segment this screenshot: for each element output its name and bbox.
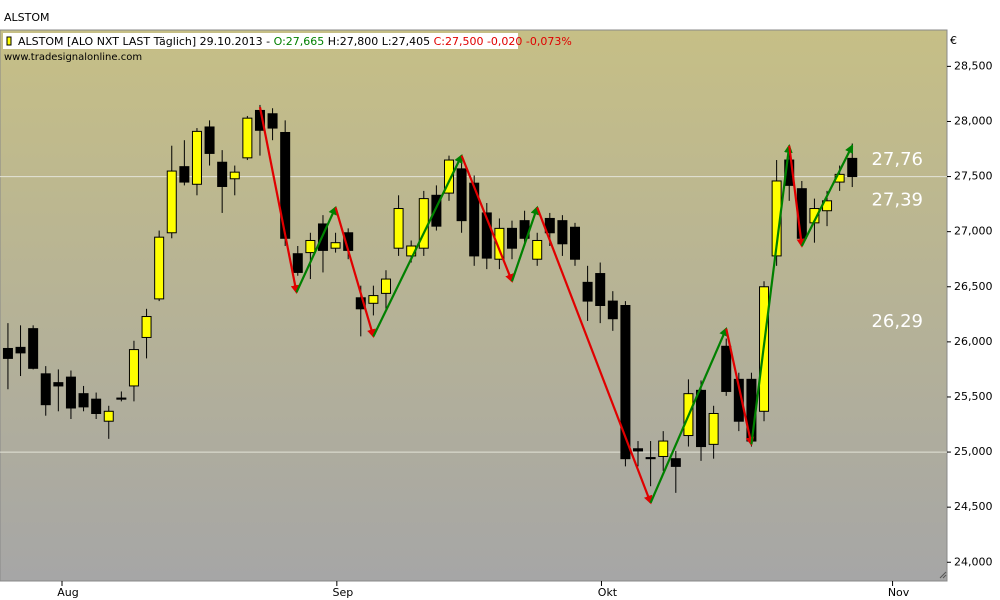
candle-body (15, 346, 26, 354)
zigzag-segment (258, 106, 300, 295)
candle-body (708, 412, 719, 445)
legend-box (3, 33, 518, 49)
candle-body (506, 227, 517, 249)
candle-body (633, 448, 644, 452)
candle-body (141, 316, 152, 338)
zigzag-segment (295, 205, 337, 293)
candle-body (368, 295, 379, 304)
candle-body (128, 349, 139, 387)
candle-body (229, 171, 240, 180)
y-tick-label: 25,000 (954, 445, 993, 458)
candle-body (217, 161, 228, 187)
candle-body (393, 208, 404, 249)
candle-body (191, 130, 202, 185)
candle-body (179, 166, 190, 183)
resize-grip (939, 571, 947, 579)
y-tick-label: 28,000 (954, 114, 993, 127)
legend-close: C:27,500 -0,020 -0,073% (434, 35, 572, 48)
candle-body (78, 393, 89, 408)
legend-icon (6, 36, 12, 46)
candle-body (2, 347, 13, 359)
y-tick-label: 28,500 (954, 59, 993, 72)
legend-open: O:27,665 (274, 35, 325, 48)
zigzag-segment (750, 143, 793, 445)
y-tick-label: 27,000 (954, 225, 993, 238)
y-tick-label: 26,000 (954, 335, 993, 348)
candle-body (481, 212, 492, 259)
candle-body (91, 398, 102, 414)
currency: € (950, 34, 957, 47)
candle-body (670, 458, 681, 467)
candle-body (204, 126, 215, 154)
x-tick-label: Aug (57, 586, 78, 599)
y-tick-label: 24,000 (954, 555, 993, 568)
candle-body (65, 376, 76, 409)
chart-title: ALSTOM (4, 11, 50, 24)
candle-body (292, 253, 303, 273)
candle-body (595, 273, 606, 306)
candle-body (53, 382, 64, 387)
candle-body (330, 242, 341, 249)
candle-body (494, 227, 505, 260)
candle-body (645, 457, 656, 460)
candle-body (166, 170, 177, 234)
plot-area (0, 29, 948, 582)
candle-body (443, 159, 454, 194)
candle-body (696, 389, 707, 448)
candle-body (620, 305, 631, 460)
x-tick-label: Sep (332, 586, 353, 599)
y-tick-label: 24,500 (954, 500, 993, 513)
source: www.tradesignalonline.com (4, 52, 142, 63)
zigzag-segment (334, 207, 376, 339)
candle-body (380, 278, 391, 294)
candle-body (103, 410, 114, 422)
zigzag-segment (372, 154, 463, 337)
candle-body (116, 397, 127, 400)
candle-body (305, 239, 316, 254)
candle-body (607, 300, 618, 320)
price-annotation: 27,76 (871, 149, 923, 170)
candle-body (242, 117, 253, 159)
candle-body (456, 168, 467, 222)
zigzag-segment (536, 207, 653, 505)
zigzag-segment (800, 144, 854, 247)
zigzag-segment (460, 155, 514, 283)
candle-body (469, 182, 480, 257)
candle-body (431, 194, 442, 227)
candle-body (721, 345, 732, 392)
candle-body (733, 378, 744, 422)
y-tick-label: 27,500 (954, 170, 993, 183)
candle-body (557, 220, 568, 245)
x-tick-label: Okt (598, 586, 618, 599)
legend: ALSTOM [ALO NXT LAST Täglich] 29.10.2013… (18, 35, 572, 48)
price-annotation: 26,29 (871, 311, 923, 332)
zigzag-segment (510, 205, 540, 282)
zigzag-segment (649, 327, 728, 504)
x-tick-label: Nov (888, 586, 910, 599)
candle-body (582, 281, 593, 302)
candle-body (40, 373, 51, 406)
zigzag-segment (725, 328, 755, 447)
y-tick-label: 26,500 (954, 280, 993, 293)
candle-body (267, 113, 278, 129)
legend-high-low: H:27,800 L:27,405 (328, 35, 430, 48)
legend-instrument: ALSTOM [ALO NXT LAST Täglich] 29.10.2013… (18, 35, 270, 48)
price-annotation: 27,39 (871, 190, 923, 211)
candle-body (355, 297, 366, 310)
candle-body (28, 328, 39, 369)
y-tick-label: 25,500 (954, 390, 993, 403)
zigzag-segment (788, 145, 806, 248)
candle-body (570, 226, 581, 260)
candle-body (847, 157, 858, 178)
candle-body (154, 236, 165, 300)
candle-body (658, 440, 669, 457)
candle-body (532, 239, 543, 260)
